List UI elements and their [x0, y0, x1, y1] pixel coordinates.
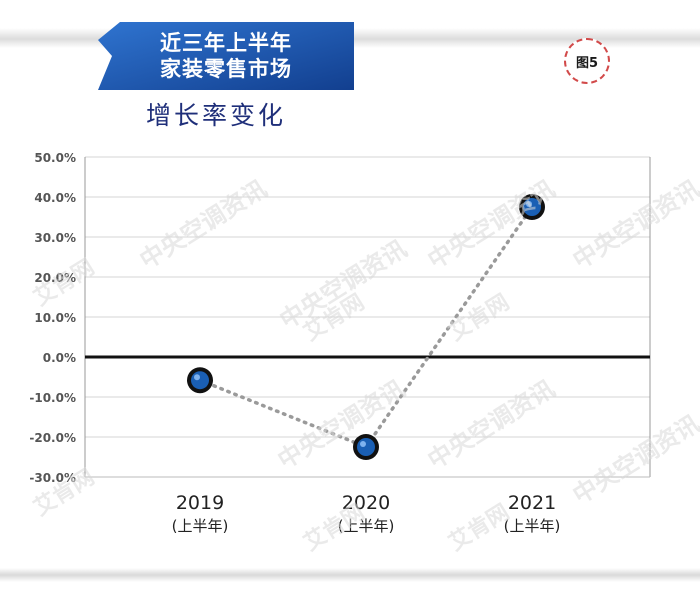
data-point — [519, 194, 545, 220]
y-tick-label: 20.0% — [34, 271, 76, 285]
point-layer — [187, 194, 545, 460]
data-point-highlight — [360, 441, 366, 447]
data-point-fill — [191, 371, 209, 390]
x-tick-label: 2019 — [176, 492, 224, 514]
x-tick-sublabel: (上半年) — [504, 517, 561, 535]
y-tick-label: -20.0% — [29, 431, 76, 445]
y-tick-label: 30.0% — [34, 231, 76, 245]
x-tick-sublabel: (上半年) — [338, 517, 395, 535]
title-banner-shape — [98, 22, 354, 90]
y-tick-label: -10.0% — [29, 391, 76, 405]
data-point-highlight — [526, 201, 532, 207]
axis-layer: 50.0% 40.0% 30.0% 20.0% 10.0% 0.0% -10.0% -20.0… — [29, 151, 651, 535]
x-tick-label: 2020 — [342, 492, 390, 514]
title-line-2: 家装零售市场 — [160, 57, 292, 81]
title-banner: 近三年上半年 家装零售市场 — [98, 22, 354, 90]
data-point — [187, 367, 213, 394]
data-point — [353, 434, 379, 460]
data-point-highlight — [194, 374, 200, 381]
chart-subtitle: 增长率变化 — [146, 101, 287, 130]
x-tick-label: 2021 — [508, 492, 556, 514]
data-point-fill — [357, 438, 375, 456]
footer-divider — [0, 568, 700, 582]
figure-number-badge: 图5 — [564, 38, 610, 84]
y-tick-label: 0.0% — [43, 351, 76, 365]
x-tick-sublabel: (上半年) — [172, 517, 229, 535]
title-line-1: 近三年上半年 — [160, 31, 292, 55]
y-tick-label: 40.0% — [34, 191, 76, 205]
grid-layer — [85, 156, 650, 478]
y-tick-label: 10.0% — [34, 311, 76, 325]
y-tick-label: 50.0% — [34, 151, 76, 165]
y-tick-label: -30.0% — [29, 471, 76, 485]
